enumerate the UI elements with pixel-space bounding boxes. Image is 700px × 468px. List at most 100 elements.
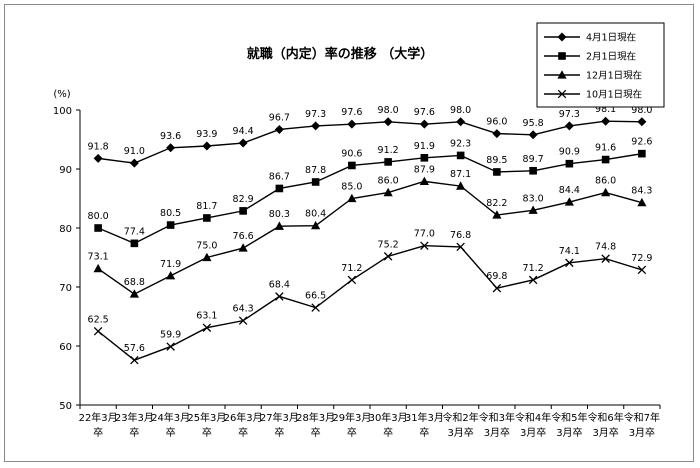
series-2-1-point xyxy=(493,168,501,176)
series-4-1-data-label: 96.7 xyxy=(269,112,290,123)
series-12-1-data-label: 86.0 xyxy=(595,176,616,187)
series-10-1-data-label: 57.6 xyxy=(124,343,145,354)
series-4-1-data-label: 98.0 xyxy=(378,105,399,116)
x-tick-label-line2: 3月卒 xyxy=(592,426,618,439)
series-10-1-point xyxy=(166,342,175,351)
series-4-1-data-label: 97.3 xyxy=(305,109,326,120)
series-2-1-point xyxy=(565,159,574,168)
x-tick-label: 23年3月 xyxy=(115,411,154,424)
series-2-1-data-label: 91.6 xyxy=(595,143,616,154)
series-4-1-data-label: 91.8 xyxy=(88,141,109,152)
y-tick-label: 90 xyxy=(59,165,72,176)
series-2-1-point xyxy=(203,214,211,222)
series-4-1-point xyxy=(492,129,502,139)
series-12-1-point xyxy=(637,197,647,207)
series-2-1-data-label: 92.3 xyxy=(450,138,471,149)
series-10-1-data-label: 59.9 xyxy=(160,330,181,341)
legend-marker xyxy=(558,52,566,60)
x-tick-label-line2: 卒 xyxy=(202,426,212,439)
x-tick-label-line2: 卒 xyxy=(419,426,429,439)
series-12-1-point xyxy=(419,176,429,185)
y-tick-label: 100 xyxy=(53,106,72,117)
series-10-1-point xyxy=(420,241,429,250)
series-10-1-data-label: 72.9 xyxy=(631,253,652,264)
x-tick-label: 令和2年 xyxy=(442,411,478,424)
x-tick-label-line2: 3月卒 xyxy=(629,426,655,439)
series-2-1-data-label: 86.7 xyxy=(269,171,290,182)
series-10-1-point xyxy=(565,258,574,268)
series-10-1-point xyxy=(238,316,248,325)
series-4-1-point xyxy=(166,143,176,153)
y-axis-unit-label: (%) xyxy=(53,89,70,100)
y-tick-label: 80 xyxy=(59,224,72,235)
series-12-1-point xyxy=(528,205,538,214)
series-12-1-point xyxy=(274,221,284,230)
series-2-1-point xyxy=(420,153,429,162)
series-4-1-point xyxy=(601,116,611,126)
series-12-1-data-label: 83.0 xyxy=(523,193,544,204)
series-2-1-data-label: 90.9 xyxy=(559,147,580,158)
series-4-1-data-label: 98.0 xyxy=(631,105,652,116)
series-2-1-data-label: 82.9 xyxy=(233,194,254,205)
x-tick-label-line2: 卒 xyxy=(311,426,321,439)
series-4-1-point xyxy=(347,119,357,129)
series-10-1-point xyxy=(130,355,139,365)
series-2-1-data-label: 92.6 xyxy=(631,137,652,148)
x-tick-label-line2: 卒 xyxy=(166,426,176,439)
x-tick-label-line2: 卒 xyxy=(93,426,103,439)
legend-label: 2月1日現在 xyxy=(586,51,636,63)
series-2-1-data-label: 89.5 xyxy=(486,155,507,166)
series-12-1-point xyxy=(202,252,212,262)
chart-frame xyxy=(4,4,694,462)
series-10-1-data-label: 64.3 xyxy=(233,304,254,315)
legend-label: 4月1日現在 xyxy=(586,32,636,44)
series-4-1-data-label: 91.0 xyxy=(124,146,145,157)
series-4-1-point xyxy=(274,124,284,134)
series-4-1-data-label: 98.1 xyxy=(595,104,616,115)
series-10-1-point xyxy=(492,283,502,293)
series-2-1-point xyxy=(311,178,320,186)
series-10-1-data-label: 68.4 xyxy=(269,279,290,290)
x-tick-label-line2: 3月卒 xyxy=(484,426,510,439)
series-12-1-data-label: 68.8 xyxy=(124,277,145,288)
series-12-1-data-label: 76.6 xyxy=(233,231,254,242)
legend-marker xyxy=(557,32,567,42)
series-10-1-data-label: 62.5 xyxy=(88,314,109,325)
x-tick-label-line2: 3月卒 xyxy=(447,426,473,439)
series-12-1-point xyxy=(347,193,357,203)
series-12-1-point xyxy=(93,263,103,273)
series-12-1-point xyxy=(166,270,176,280)
series-2-1-point xyxy=(384,158,392,166)
series-4-1-data-label: 97.6 xyxy=(414,107,435,118)
legend-label: 10月1日現在 xyxy=(586,89,642,101)
series-12-1-data-label: 80.3 xyxy=(269,209,290,220)
series-12-1-data-label: 87.9 xyxy=(414,164,435,175)
series-12-1-data-label: 86.0 xyxy=(378,176,399,187)
series-2-1-data-label: 89.7 xyxy=(523,154,544,165)
series-12-1-data-label: 75.0 xyxy=(196,241,217,252)
series-2-1-point xyxy=(94,224,102,232)
series-10-1-point xyxy=(347,275,357,285)
series-12-1-point xyxy=(601,187,611,197)
x-tick-label: 令和4年 xyxy=(515,411,551,424)
series-2-1-point xyxy=(638,149,646,158)
y-tick-label: 70 xyxy=(59,283,72,294)
x-tick-label: 22年3月 xyxy=(79,411,118,424)
series-10-1-data-label: 75.2 xyxy=(378,239,399,250)
x-tick-label: 30年3月 xyxy=(369,411,408,424)
series-10-1-data-label: 76.8 xyxy=(450,230,471,241)
series-4-1-data-label: 95.8 xyxy=(523,118,544,129)
y-tick-label: 60 xyxy=(59,342,72,353)
series-2-1-point xyxy=(130,239,139,248)
series-10-1-point xyxy=(311,303,320,312)
x-tick-label-line2: 卒 xyxy=(129,426,139,439)
x-tick-label: 令和7年 xyxy=(624,411,660,424)
chart-title: 就職（内定）率の推移 （大学） xyxy=(247,46,434,62)
series-4-1-data-label: 97.6 xyxy=(341,107,362,118)
series-2-1-point xyxy=(239,207,247,215)
x-tick-label-line2: 卒 xyxy=(274,426,284,439)
series-4-1-data-label: 96.0 xyxy=(486,117,507,128)
series-4-1-point xyxy=(637,117,647,127)
x-tick-label-line2: 卒 xyxy=(347,426,357,439)
